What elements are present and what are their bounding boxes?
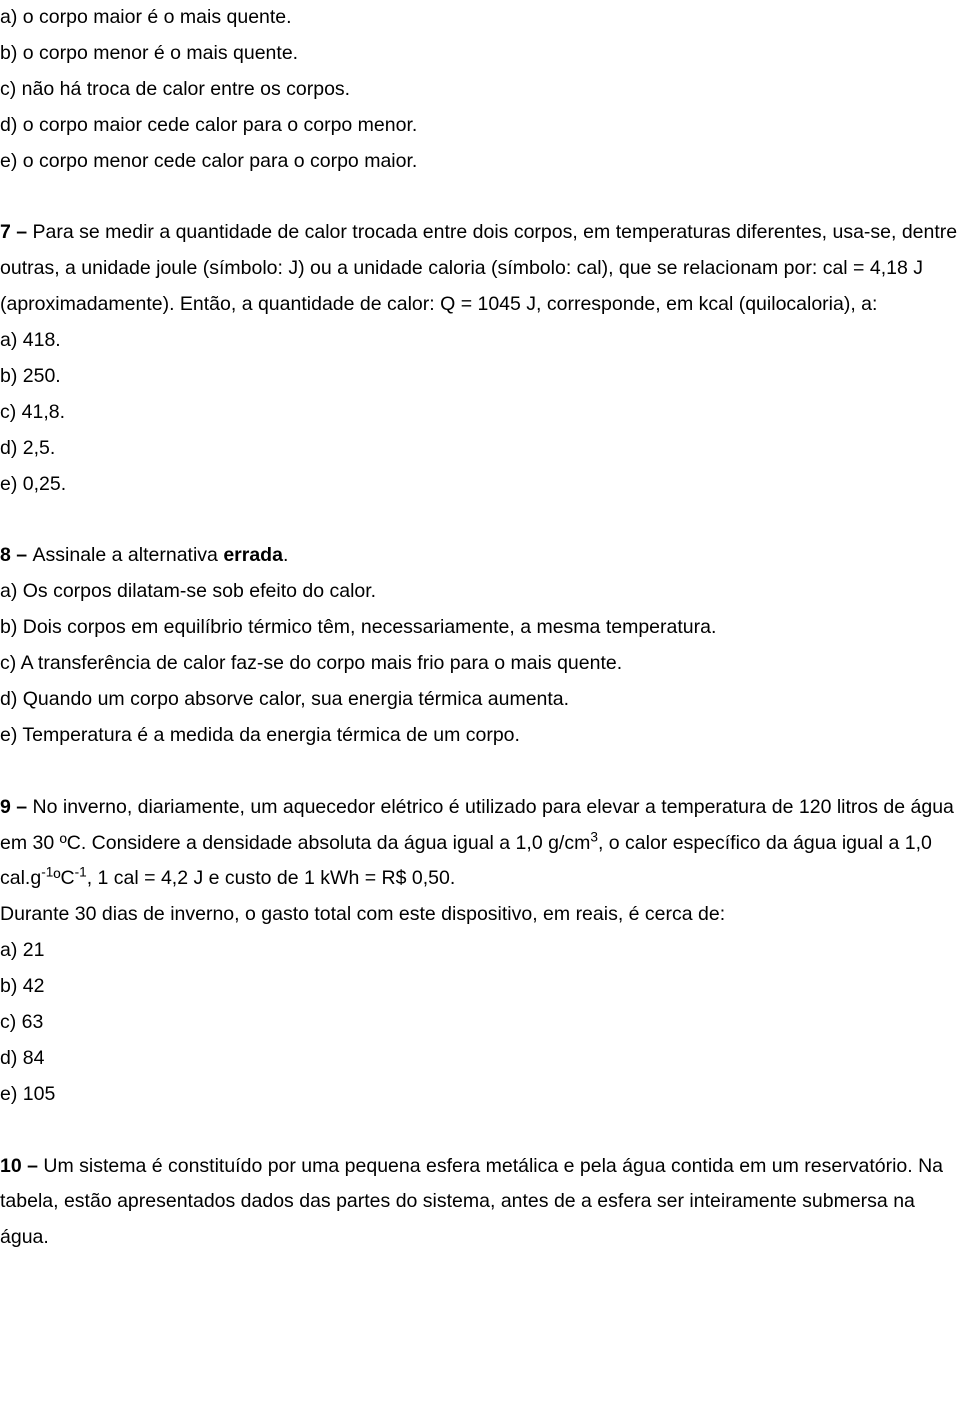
q8-stem-post: . bbox=[283, 544, 288, 566]
q8-option-e: e) Temperatura é a medida da energia tér… bbox=[0, 718, 960, 754]
q7-option-a: a) 418. bbox=[0, 323, 960, 359]
q6-option-a: a) o corpo maior é o mais quente. bbox=[0, 0, 960, 36]
q8-option-a: a) Os corpos dilatam-se sob efeito do ca… bbox=[0, 574, 960, 610]
question-9: 9 – No inverno, diariamente, um aquecedo… bbox=[0, 790, 960, 1113]
q9-number: 9 – bbox=[0, 796, 33, 818]
question-7: 7 – Para se medir a quantidade de calor … bbox=[0, 215, 960, 502]
q10-number: 10 – bbox=[0, 1155, 43, 1177]
q7-stem: 7 – Para se medir a quantidade de calor … bbox=[0, 215, 960, 323]
q9-stem-line2: Durante 30 dias de inverno, o gasto tota… bbox=[0, 897, 960, 933]
q7-option-d: d) 2,5. bbox=[0, 431, 960, 467]
question-10: 10 – Um sistema é constituído por uma pe… bbox=[0, 1149, 960, 1257]
q7-number: 7 – bbox=[0, 221, 33, 243]
q8-number: 8 – bbox=[0, 544, 33, 566]
q9-option-b: b) 42 bbox=[0, 969, 960, 1005]
q9-stem-line1: 9 – No inverno, diariamente, um aquecedo… bbox=[0, 790, 960, 898]
q8-stem-pre: Assinale a alternativa bbox=[33, 544, 224, 566]
q9-stem-p1c: , 1 cal = 4,2 J e custo de 1 kWh = R$ 0,… bbox=[87, 867, 456, 889]
q6-option-b: b) o corpo menor é o mais quente. bbox=[0, 36, 960, 72]
q9-stem-degc: ºC bbox=[53, 867, 74, 889]
q9-sup-neg1a: -1 bbox=[41, 865, 53, 880]
q8-option-c: c) A transferência de calor faz-se do co… bbox=[0, 646, 960, 682]
q9-option-a: a) 21 bbox=[0, 933, 960, 969]
q8-option-d: d) Quando um corpo absorve calor, sua en… bbox=[0, 682, 960, 718]
q9-sup-3: 3 bbox=[590, 829, 598, 844]
q8-stem: 8 – Assinale a alternativa errada. bbox=[0, 538, 960, 574]
q8-option-b: b) Dois corpos em equilíbrio térmico têm… bbox=[0, 610, 960, 646]
question-8: 8 – Assinale a alternativa errada. a) Os… bbox=[0, 538, 960, 753]
q10-stem-text: Um sistema é constituído por uma pequena… bbox=[0, 1155, 943, 1249]
q9-option-d: d) 84 bbox=[0, 1041, 960, 1077]
q6-option-e: e) o corpo menor cede calor para o corpo… bbox=[0, 144, 960, 180]
q9-sup-neg1b: -1 bbox=[75, 865, 87, 880]
q9-option-c: c) 63 bbox=[0, 1005, 960, 1041]
q7-option-e: e) 0,25. bbox=[0, 467, 960, 503]
q7-stem-text: Para se medir a quantidade de calor troc… bbox=[0, 221, 957, 315]
q10-stem: 10 – Um sistema é constituído por uma pe… bbox=[0, 1149, 960, 1257]
q6-option-c: c) não há troca de calor entre os corpos… bbox=[0, 72, 960, 108]
question-6-options: a) o corpo maior é o mais quente. b) o c… bbox=[0, 0, 960, 179]
q9-option-e: e) 105 bbox=[0, 1077, 960, 1113]
q7-option-b: b) 250. bbox=[0, 359, 960, 395]
q6-option-d: d) o corpo maior cede calor para o corpo… bbox=[0, 108, 960, 144]
q8-stem-bold: errada bbox=[223, 544, 283, 566]
q7-option-c: c) 41,8. bbox=[0, 395, 960, 431]
